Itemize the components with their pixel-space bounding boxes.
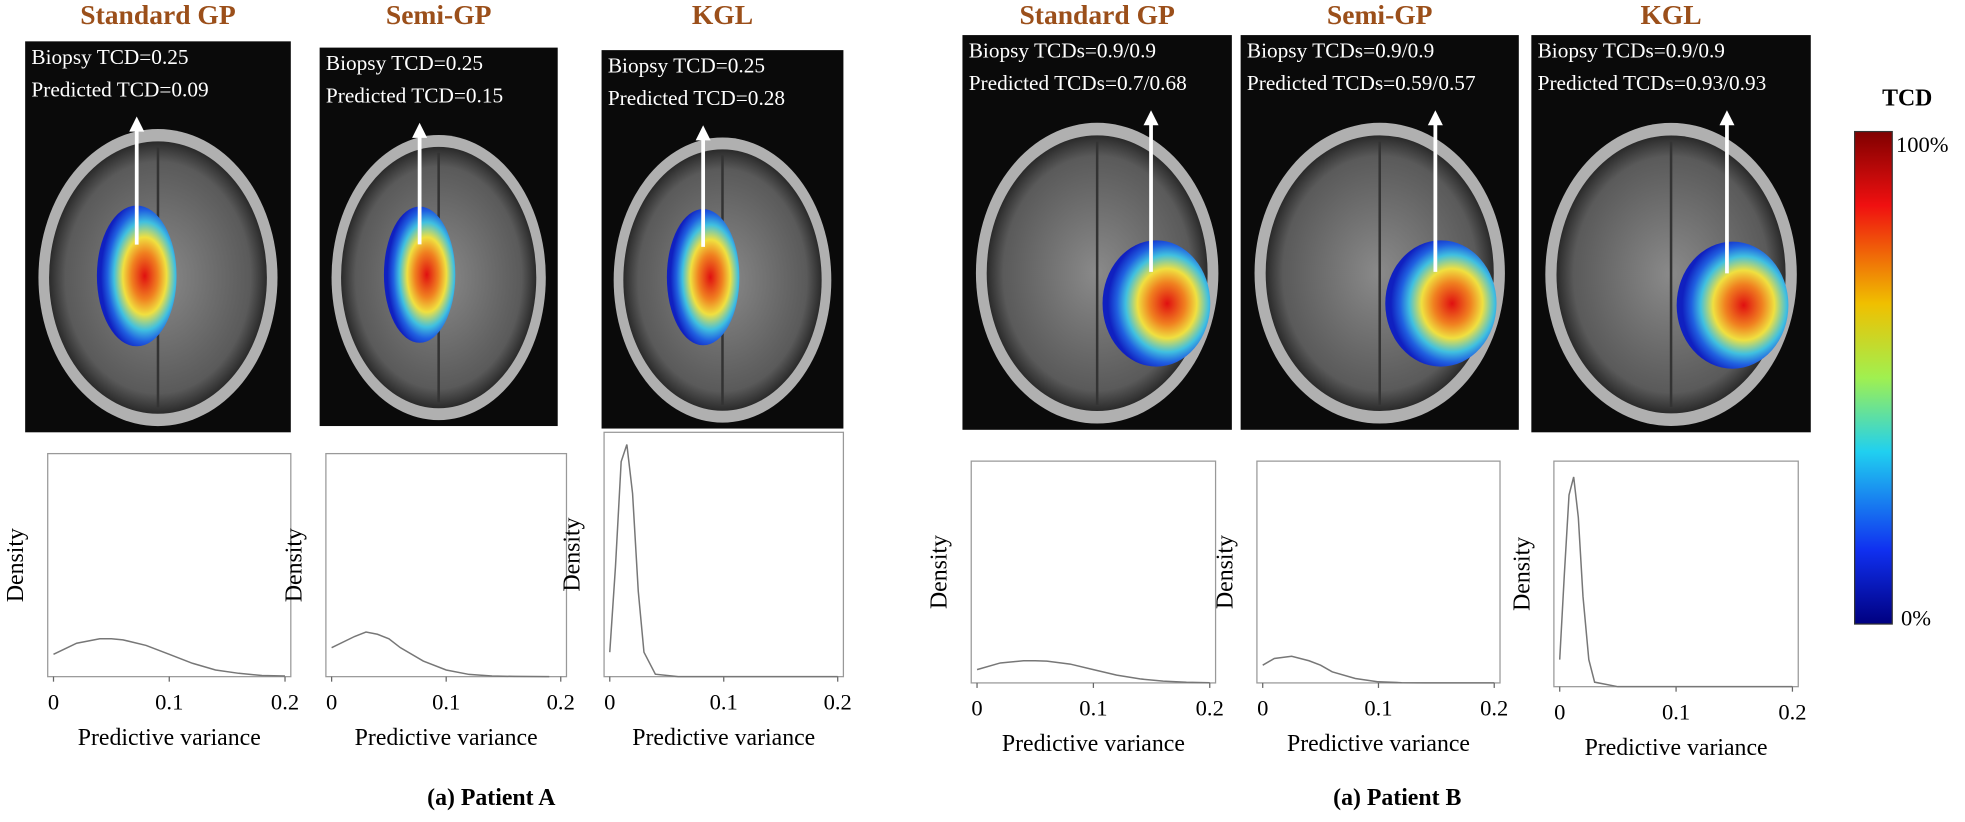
x-tick-label: 0 xyxy=(604,689,615,714)
method-title: KGL xyxy=(1640,0,1701,30)
tumor-map xyxy=(1676,241,1789,369)
colorbar-title: TCD xyxy=(1882,86,1932,112)
x-tick-label: 0.2 xyxy=(1196,696,1224,721)
annotation: Predicted TCD=0.09 xyxy=(31,77,208,101)
density-curve xyxy=(53,637,286,677)
x-tick-label: 0.1 xyxy=(155,689,183,714)
y-axis-label: Density xyxy=(927,535,953,609)
y-axis-label: Density xyxy=(3,528,29,602)
x-axis-label: Predictive variance xyxy=(1287,731,1470,757)
density-curve xyxy=(976,659,1210,684)
caption: (a) Patient B xyxy=(1333,785,1461,811)
x-tick-label: 0.2 xyxy=(271,689,299,714)
plot-frame xyxy=(47,452,292,678)
annotation: Biopsy TCDs=0.9/0.9 xyxy=(1247,39,1434,63)
annotation: Predicted TCDs=0.7/0.68 xyxy=(969,71,1187,95)
annotation: Predicted TCDs=0.93/0.93 xyxy=(1538,71,1767,95)
caption: (a) Patient A xyxy=(427,785,556,811)
plot-frame xyxy=(1553,460,1799,688)
y-axis-label: Density xyxy=(1509,537,1535,611)
annotation: Predicted TCD=0.28 xyxy=(608,86,785,110)
annotation: Biopsy TCDs=0.9/0.9 xyxy=(1538,39,1725,63)
plot-frame xyxy=(603,431,845,678)
tumor-map xyxy=(1102,240,1211,367)
plot-frame xyxy=(970,460,1217,684)
x-tick-label: 0 xyxy=(326,689,337,714)
x-tick-label: 0 xyxy=(1257,696,1268,721)
colorbar-min: 0% xyxy=(1901,605,1931,630)
arrow-head xyxy=(1719,110,1735,126)
plot-frame xyxy=(325,452,568,678)
y-axis-label: Density xyxy=(559,517,585,591)
x-tick-label: 0.1 xyxy=(1662,699,1690,724)
x-axis-label: Predictive variance xyxy=(632,725,815,751)
annotation: Biopsy TCDs=0.9/0.9 xyxy=(969,39,1156,63)
annotation: Biopsy TCD=0.25 xyxy=(31,45,188,69)
plot-frame xyxy=(1256,460,1501,684)
colorbar xyxy=(1854,130,1893,625)
tumor-map xyxy=(96,205,177,347)
x-tick-label: 0.1 xyxy=(1079,696,1107,721)
colorbar-max: 100% xyxy=(1896,132,1949,157)
x-tick-label: 0.2 xyxy=(1480,696,1508,721)
arrow-head xyxy=(1427,110,1443,126)
density-curve xyxy=(609,444,838,678)
tumor-map xyxy=(666,209,740,346)
x-tick-label: 0 xyxy=(48,689,59,714)
method-title: Semi-GP xyxy=(386,0,492,30)
arrow-head xyxy=(1143,110,1159,126)
method-title: Standard GP xyxy=(80,0,236,30)
x-tick-label: 0 xyxy=(971,696,982,721)
arrow-head xyxy=(695,125,711,141)
x-tick-label: 0.1 xyxy=(432,689,460,714)
density-curve xyxy=(1262,655,1495,684)
x-axis-label: Predictive variance xyxy=(78,725,261,751)
method-title: Semi-GP xyxy=(1327,0,1433,30)
method-title: KGL xyxy=(692,0,753,30)
x-axis-label: Predictive variance xyxy=(355,725,538,751)
tumor-map xyxy=(383,206,456,343)
y-axis-label: Density xyxy=(281,528,307,602)
annotation: Biopsy TCD=0.25 xyxy=(608,54,765,78)
x-tick-label: 0.1 xyxy=(1364,696,1392,721)
arrow-head xyxy=(412,122,428,138)
x-tick-label: 0.1 xyxy=(710,689,738,714)
x-tick-label: 0 xyxy=(1554,699,1565,724)
annotation: Biopsy TCD=0.25 xyxy=(326,51,483,75)
method-title: Standard GP xyxy=(1019,0,1175,30)
x-axis-label: Predictive variance xyxy=(1585,735,1768,761)
x-tick-label: 0.2 xyxy=(824,689,852,714)
tumor-map xyxy=(1385,240,1497,367)
density-curve xyxy=(1558,476,1793,688)
x-tick-label: 0.2 xyxy=(547,689,575,714)
x-axis-label: Predictive variance xyxy=(1002,731,1185,757)
annotation: Predicted TCDs=0.59/0.57 xyxy=(1247,71,1476,95)
annotation: Predicted TCD=0.15 xyxy=(326,84,503,108)
arrow-head xyxy=(129,116,145,132)
x-tick-label: 0.2 xyxy=(1778,699,1806,724)
density-curve xyxy=(331,631,550,678)
y-axis-label: Density xyxy=(1212,535,1238,609)
